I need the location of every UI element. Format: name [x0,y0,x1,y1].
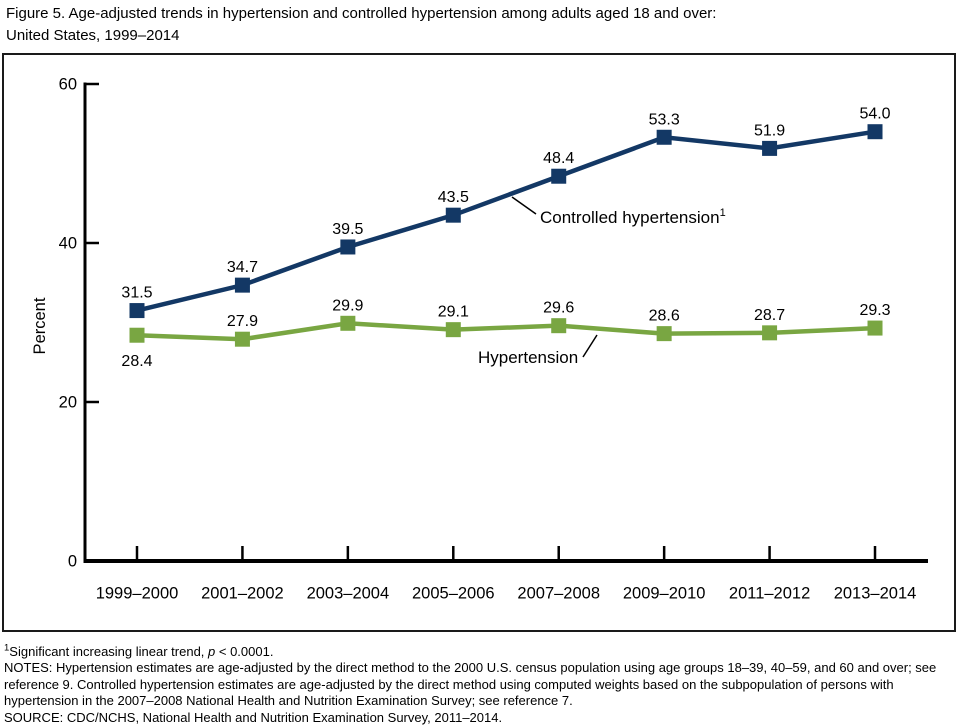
series-hypertension-marker-1 [234,331,250,347]
callout-label-hypertension: Hypertension [478,348,578,367]
series-controlled-hypertension-marker-1 [234,277,250,293]
x-axis-label-1: 2001–2002 [201,585,284,603]
x-axis-label-0: 1999–2000 [96,585,179,603]
series-hypertension-marker-3 [445,322,461,338]
x-axis-label-3: 2005–2006 [412,585,495,603]
series-hypertension-value-label-2: 29.9 [332,297,363,314]
series-hypertension-value-label-3: 29.1 [438,304,469,321]
series-hypertension-marker-4 [551,318,567,334]
figure-footnotes: 1Significant increasing linear trend, p … [4,642,956,726]
series-hypertension-value-label-4: 29.6 [543,300,574,317]
series-controlled-hypertension-value-label-5: 53.3 [649,111,680,128]
series-controlled-hypertension-value-label-3: 43.5 [438,189,469,206]
y-axis-tick-label-20: 20 [59,394,77,412]
series-controlled-hypertension-marker-0 [129,303,145,319]
x-axis-label-6: 2011–2012 [729,585,810,603]
x-axis-label-5: 2009–2010 [623,585,706,603]
series-controlled-hypertension-line [136,129,876,313]
series-hypertension-value-label-6: 28.7 [754,307,785,324]
chart-border-box [2,53,956,632]
x-axis-label-7: 2013–2014 [834,585,917,603]
y-axis-tick-label-0: 0 [68,553,77,571]
series-controlled-hypertension-marker-5 [656,129,672,145]
footnote-significance: 1Significant increasing linear trend, p … [4,642,274,659]
callout-label-controlled-hypertension: Controlled hypertension1 [540,207,726,227]
series-controlled-hypertension-marker-3 [445,207,461,223]
series-controlled-hypertension-marker-7 [867,124,883,140]
series-controlled-hypertension-marker-4 [551,168,567,184]
series-controlled-hypertension-value-label-6: 51.9 [754,122,785,139]
series-controlled-hypertension-value-label-1: 34.7 [227,259,258,276]
series-hypertension-value-label-5: 28.6 [649,308,680,325]
y-axis-tick-label-60: 60 [59,76,77,94]
callout-leader-hypertension [582,334,598,358]
series-controlled-hypertension-value-label-7: 54.0 [859,106,890,123]
series-hypertension-marker-5 [656,326,672,342]
x-axis-label-4: 2007–2008 [517,585,600,603]
trend-line-chart: 0 20 40 60 1999–2000 2001–2002 2003–2004 2005–2… [2,53,956,632]
footnote-notes: NOTES: Hypertension estimates are age-ad… [4,660,937,709]
footnote-superscript: 1 [4,642,10,654]
footnote-p-italic: p [208,644,216,659]
figure-title: Figure 5. Age-adjusted trends in hyperte… [6,5,717,44]
series-controlled-hypertension-marker-6 [762,140,778,156]
footnote-source: SOURCE: CDC/NCHS, National Health and Nu… [4,709,503,725]
series-controlled-hypertension-marker-2 [340,239,356,255]
series-hypertension-value-label-0: 28.4 [121,353,152,370]
series-hypertension-marker-0 [129,327,145,343]
x-axis-label-2: 2003–2004 [307,585,390,603]
y-axis-tick-label-40: 40 [59,235,77,253]
series-controlled-hypertension-value-label-4: 48.4 [543,150,574,167]
series-hypertension-marker-7 [867,320,883,336]
series-hypertension-marker-6 [762,325,778,341]
series-controlled-hypertension-value-label-0: 31.5 [121,285,152,302]
series-hypertension-line [136,321,876,342]
series-controlled-hypertension-value-label-2: 39.5 [332,221,363,238]
callout-leader-controlled-hypertension [511,196,537,215]
series-hypertension-marker-2 [340,315,356,331]
series-hypertension-value-label-1: 27.9 [227,313,258,330]
series-hypertension-value-label-7: 29.3 [859,302,890,319]
y-axis-title: Percent [31,297,49,354]
